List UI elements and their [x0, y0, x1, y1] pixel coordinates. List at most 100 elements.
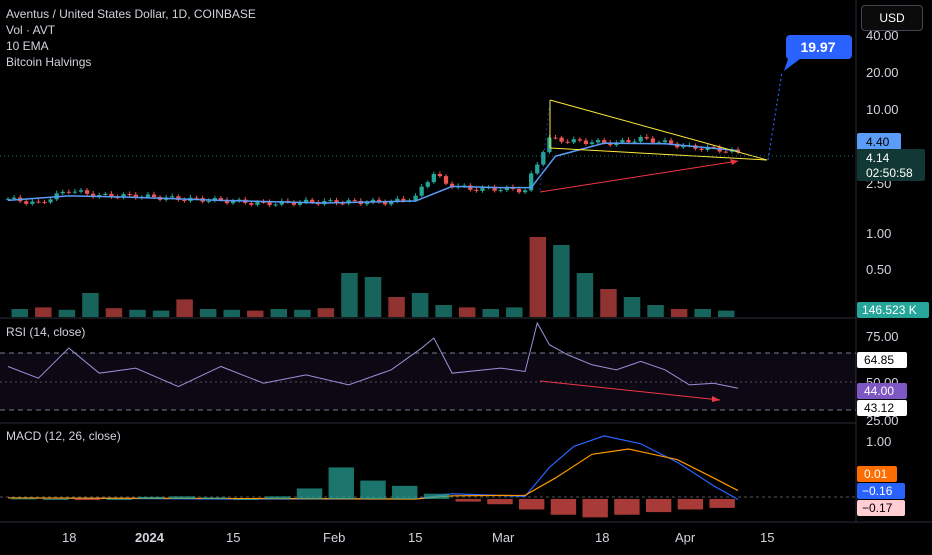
- ema-price-tag: [857, 133, 901, 150]
- macd-hist-bar: [550, 498, 577, 515]
- candle-body: [626, 140, 631, 143]
- candle-body: [103, 193, 108, 196]
- candle-body: [261, 201, 266, 203]
- candle-body: [650, 138, 655, 143]
- volume-bar: [176, 299, 193, 317]
- candle-body: [291, 201, 297, 205]
- price-tick: 20.00: [866, 65, 899, 80]
- candle-body: [668, 140, 674, 144]
- wedge-lower-line[interactable]: [549, 147, 768, 161]
- macd-hist-bar: [265, 496, 291, 499]
- candle-body: [206, 200, 211, 202]
- candle-body: [608, 142, 613, 146]
- macd-line-tag-text: −0.16: [862, 484, 893, 498]
- candle-body: [504, 187, 509, 191]
- candle-body: [595, 140, 601, 143]
- candle-body: [468, 185, 473, 190]
- volume-bar: [82, 293, 99, 317]
- candle-body: [571, 139, 576, 143]
- macd-tick: 1.00: [866, 434, 891, 449]
- candle-body: [565, 141, 570, 143]
- price-divergence-arrowhead: [730, 159, 738, 165]
- macd-hist-bar: [582, 498, 608, 518]
- candle-body: [176, 196, 181, 200]
- price-divergence-arrow[interactable]: [539, 160, 739, 193]
- price-tick: 40.00: [866, 28, 899, 43]
- candle-body: [492, 187, 497, 191]
- macd-hist-bar: [74, 498, 101, 500]
- wedge-upper-line[interactable]: [549, 99, 768, 161]
- candle-body: [11, 197, 17, 199]
- volume-bar: [152, 310, 170, 317]
- candle-body: [334, 200, 339, 204]
- macd-hist-bar: [169, 496, 196, 499]
- candle-body: [182, 199, 187, 201]
- macd-legend[interactable]: MACD (12, 26, close): [6, 429, 121, 443]
- countdown-text: 02:50:58: [866, 166, 913, 180]
- macd-hist-bar: [138, 496, 164, 499]
- macd-hist-bar: [709, 498, 735, 508]
- candle-body: [735, 149, 741, 153]
- legend-main: Aventus / United States Dollar, 1D, COIN…: [6, 6, 256, 70]
- candle-body: [699, 148, 704, 150]
- candle-body: [516, 188, 522, 193]
- candle-body: [383, 202, 388, 205]
- candle-body: [656, 142, 662, 144]
- rsi-legend[interactable]: RSI (14, close): [6, 325, 86, 339]
- candle-body: [559, 137, 564, 142]
- candle-body: [297, 202, 303, 205]
- time-axis[interactable]: 18 2024 15 Feb 15 Mar 18 Apr 15: [62, 530, 774, 545]
- candle-body: [24, 201, 29, 204]
- volume-bar: [506, 307, 523, 317]
- volume-legend[interactable]: Vol · AVT: [6, 23, 56, 37]
- target-projection-line[interactable]: [767, 71, 783, 161]
- currency-button[interactable]: USD: [861, 5, 923, 31]
- candle-body: [109, 193, 114, 198]
- rsi-value-tag: [857, 383, 907, 399]
- volume-bar: [553, 245, 570, 317]
- candle-body: [249, 202, 254, 205]
- macd-signal-tag: [857, 466, 897, 482]
- candle-body: [431, 174, 436, 183]
- volume-bar: [105, 308, 123, 317]
- target-callout[interactable]: 19.97: [784, 35, 852, 71]
- candle-body: [340, 203, 345, 205]
- candle-body: [681, 145, 686, 148]
- halvings-legend[interactable]: Bitcoin Halvings: [6, 55, 92, 69]
- candle-body: [255, 201, 260, 205]
- drawings[interactable]: [539, 71, 783, 402]
- ema-legend[interactable]: 10 EMA: [6, 39, 49, 53]
- macd-hist-tag: [857, 500, 905, 516]
- volume-bar: [529, 237, 547, 317]
- target-bubble[interactable]: [784, 35, 852, 71]
- candle-body: [437, 174, 443, 177]
- macd-hist-bar: [360, 480, 386, 499]
- series-lines: [7, 142, 739, 501]
- macd-hist-bar: [392, 485, 418, 499]
- rsi-divergence-arrow[interactable]: [539, 380, 721, 401]
- macd-hist-bar: [677, 498, 704, 510]
- macd-hist-bar: [42, 498, 69, 500]
- time-tick: 15: [760, 530, 774, 545]
- volume-bar: [670, 309, 688, 317]
- rsi-upper-tag-text: 64.85: [864, 353, 894, 367]
- candle-body: [723, 151, 728, 153]
- volume-bars: [11, 237, 735, 317]
- volume-bar: [388, 297, 405, 317]
- candle-body: [218, 198, 224, 200]
- pane-separators: [0, 0, 932, 523]
- candle-body: [279, 200, 284, 205]
- symbol-title[interactable]: Aventus / United States Dollar, 1D, COIN…: [6, 7, 256, 21]
- candle-body: [589, 142, 595, 144]
- rsi-lower-tag-text: 43.12: [864, 401, 894, 415]
- candle-body: [522, 190, 528, 193]
- rsi-band: [0, 353, 856, 410]
- rsi-divergence-arrowhead: [712, 396, 720, 402]
- candle-body: [48, 199, 53, 203]
- volume-bar: [623, 297, 641, 317]
- candle-body: [401, 198, 406, 201]
- target-price-label: 19.97: [800, 39, 835, 55]
- price-axis[interactable]: 40.00 20.00 10.00 2.50 1.00 0.50: [866, 28, 899, 277]
- candle-body: [121, 194, 126, 198]
